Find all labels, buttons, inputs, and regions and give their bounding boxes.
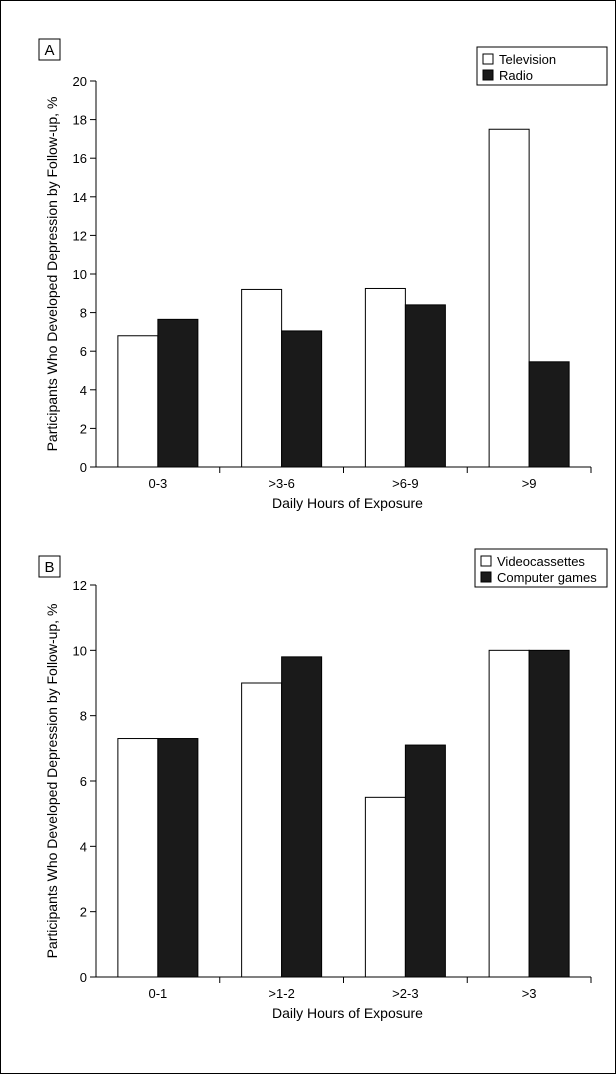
y-tick-label: 2 (80, 905, 87, 920)
panel-label: B (44, 559, 54, 576)
y-tick-label: 12 (73, 578, 87, 593)
y-tick-label: 0 (80, 460, 87, 475)
legend-swatch (482, 69, 494, 81)
y-tick-label: 18 (73, 113, 87, 128)
y-tick-label: 4 (80, 383, 87, 398)
y-axis-title: Participants Who Developed Depression by… (44, 97, 60, 452)
x-tick-label: >9 (522, 476, 537, 491)
x-tick-label: >6-9 (392, 476, 418, 491)
y-tick-label: 16 (73, 151, 87, 166)
bar-computer-games (157, 738, 199, 978)
bar-videocassettes (117, 738, 159, 978)
bar-videocassettes (241, 682, 283, 978)
legend-label: Radio (499, 68, 533, 83)
y-tick-label: 14 (73, 190, 87, 205)
bar-computer-games (528, 649, 570, 978)
legend-label: Television (499, 52, 556, 67)
bar-television (364, 287, 406, 468)
bar-radio (528, 361, 570, 468)
y-tick-label: 6 (80, 774, 87, 789)
panel-label-box (38, 38, 61, 61)
y-tick-label: 10 (73, 267, 87, 282)
y-tick-label: 12 (73, 228, 87, 243)
x-tick-label: 0-3 (148, 476, 167, 491)
bar-computer-games (404, 744, 446, 978)
panel-label-box (38, 555, 61, 578)
bar-videocassettes (488, 649, 530, 978)
y-tick-label: 8 (80, 709, 87, 724)
legend-box (474, 548, 608, 588)
y-tick-label: 20 (73, 74, 87, 89)
bar-television (117, 335, 159, 468)
x-tick-label: >3-6 (268, 476, 294, 491)
bar-videocassettes (364, 796, 406, 978)
y-tick-label: 10 (73, 643, 87, 658)
legend-box (476, 46, 608, 86)
y-axis-title: Participants Who Developed Depression by… (44, 604, 60, 959)
panel-label: A (44, 42, 54, 59)
bar-television (241, 288, 283, 468)
chart-panel-a: A 0 2 4 6 8 10 12 14 16 18 20 0-3 >3-6 >6-9 >9 Daily Hou… (38, 38, 608, 511)
legend-swatch (482, 53, 494, 65)
y-tick-label: 6 (80, 344, 87, 359)
y-tick-label: 0 (80, 970, 87, 985)
bar-radio (281, 330, 323, 468)
legend-label: Computer games (497, 570, 597, 585)
x-axis-title: Daily Hours of Exposure (272, 1005, 423, 1021)
x-tick-label: >1-2 (268, 986, 294, 1001)
bar-computer-games (281, 656, 323, 978)
bar-radio (157, 318, 199, 468)
legend-swatch (480, 571, 492, 583)
x-tick-label: 0-1 (148, 986, 167, 1001)
bar-television (488, 128, 530, 468)
y-tick-label: 8 (80, 306, 87, 321)
x-axis-title: Daily Hours of Exposure (272, 495, 423, 511)
y-tick-label: 2 (80, 421, 87, 436)
y-tick-label: 4 (80, 839, 87, 854)
legend-swatch (480, 555, 492, 567)
legend-label: Videocassettes (497, 554, 585, 569)
x-tick-label: >2-3 (392, 986, 418, 1001)
x-tick-label: >3 (522, 986, 537, 1001)
bar-radio (404, 304, 446, 468)
chart-panel-b: B 0 2 4 6 8 10 12 0-1 >1-2 >2-3 >3 Daily Hours of Ex… (38, 548, 608, 1021)
